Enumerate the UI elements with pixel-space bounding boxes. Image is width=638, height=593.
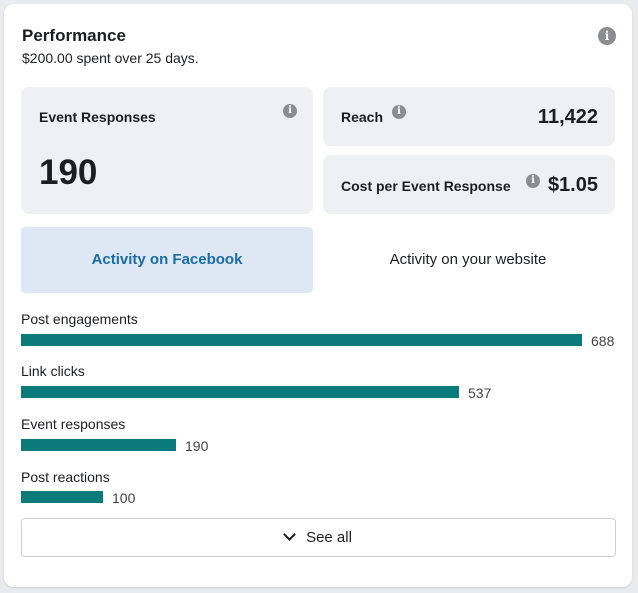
tab-activity-on-facebook[interactable]: Activity on Facebook (21, 227, 313, 293)
chevron-down-icon (283, 528, 296, 541)
spend-summary: $200.00 spent over 25 days. (22, 50, 199, 66)
bar-post-reactions (21, 491, 103, 503)
bar-link-clicks (21, 386, 459, 398)
bar-value: 190 (185, 438, 209, 454)
metric-event-responses: Event Responses i 190 (21, 87, 313, 214)
bar-label: Event responses (21, 416, 126, 432)
info-icon[interactable]: i (526, 174, 540, 188)
metric-label: Reach (341, 109, 384, 125)
metric-value: 190 (39, 153, 98, 192)
bar-label: Post engagements (21, 311, 138, 327)
metric-label: Cost per Event Response (341, 178, 511, 194)
tab-activity-on-website[interactable]: Activity on your website (389, 251, 547, 268)
bar-post-engagements (21, 334, 582, 346)
see-all-label: See all (306, 529, 352, 546)
metric-label: Event Responses (39, 109, 156, 125)
bar-event-responses (21, 439, 176, 451)
info-icon[interactable]: i (392, 105, 406, 119)
metric-value: $1.05 (547, 174, 598, 196)
info-icon[interactable]: i (283, 104, 297, 118)
metric-value: 11,422 (537, 106, 598, 128)
bar-value: 537 (468, 385, 492, 401)
see-all-button[interactable]: See all (21, 518, 616, 557)
metric-reach: Reach i 11,422 (323, 87, 615, 146)
info-icon[interactable]: i (598, 27, 616, 45)
bar-value: 688 (591, 333, 615, 349)
bar-value: 100 (112, 490, 136, 506)
page-title: Performance (22, 26, 126, 45)
metric-cost-per-event-response: Cost per Event Response i $1.05 (323, 155, 615, 214)
bar-label: Link clicks (21, 363, 85, 379)
performance-card: Performance $200.00 spent over 25 days. … (4, 4, 632, 587)
bar-label: Post reactions (21, 469, 110, 485)
